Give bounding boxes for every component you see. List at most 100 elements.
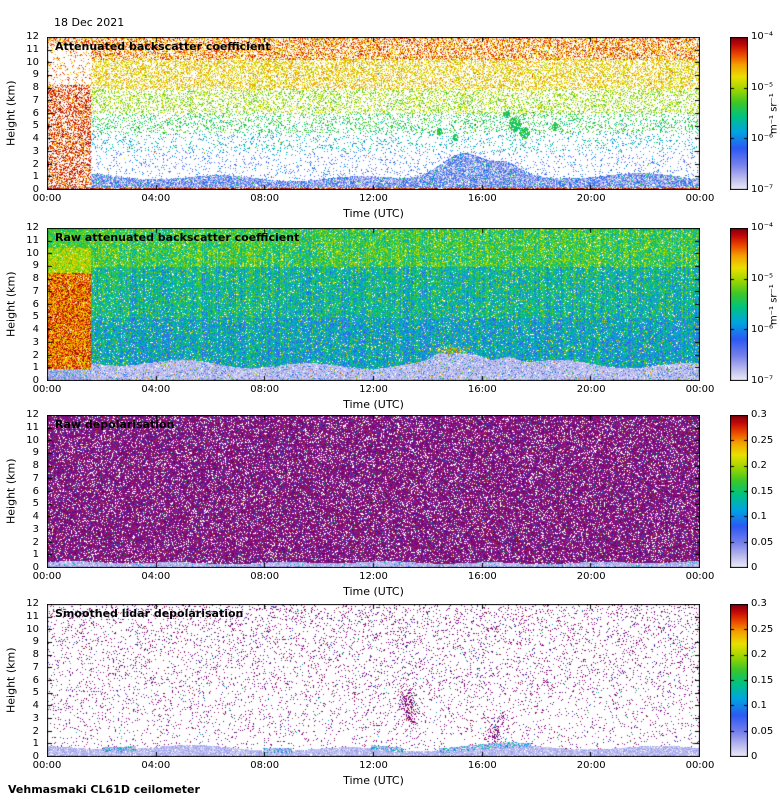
colorbar-tick-label: 0.2 bbox=[751, 460, 767, 471]
colorbar-tick-label: 0.1 bbox=[751, 511, 767, 522]
y-tick-label: 2 bbox=[32, 349, 39, 361]
y-tick-label: 2 bbox=[32, 725, 39, 737]
x-axis-label: Time (UTC) bbox=[343, 398, 404, 411]
colorbar-tick-label: 0 bbox=[751, 751, 758, 762]
x-tick-label: 12:00 bbox=[359, 384, 388, 395]
y-tick-label: 2 bbox=[32, 536, 39, 548]
y-tick-labels: 0 1 2 3 4 5 6 7 8 9 10 11 12 bbox=[17, 31, 43, 195]
y-tick-label: 5 bbox=[32, 687, 39, 699]
y-tick-label: 3 bbox=[32, 712, 39, 724]
colorbar-unit-label: m⁻¹ sr⁻¹ bbox=[768, 284, 780, 325]
y-tick-label: 4 bbox=[32, 700, 39, 711]
x-tick-label: 08:00 bbox=[250, 760, 280, 771]
y-tick-label: 4 bbox=[32, 511, 39, 522]
x-tick-label: 16:00 bbox=[467, 571, 497, 582]
colorbar-tick-label: 0.25 bbox=[751, 623, 774, 635]
y-tick-label: 4 bbox=[32, 324, 39, 335]
y-tick-label: 10 bbox=[26, 623, 39, 635]
colorbar-tick-label: 0.3 bbox=[751, 409, 767, 420]
y-tick-label: 12 bbox=[26, 409, 39, 420]
x-tick-label: 08:00 bbox=[250, 193, 280, 204]
y-tick-label: 10 bbox=[26, 434, 39, 446]
x-axis-label: Time (UTC) bbox=[343, 585, 404, 598]
y-tick-label: 8 bbox=[32, 649, 39, 660]
x-axis-label: Time (UTC) bbox=[343, 207, 404, 220]
y-tick-label: 12 bbox=[26, 598, 39, 609]
y-axis-label: Height (km) bbox=[4, 647, 18, 714]
x-tick-label: 04:00 bbox=[141, 571, 171, 582]
panel-title: Raw attenuated backscatter coefficient bbox=[55, 231, 300, 244]
x-tick-label: 08:00 bbox=[250, 571, 280, 582]
x-tick-label: 00:00 bbox=[32, 193, 62, 204]
attenuated-backscatter-heatmap bbox=[47, 37, 700, 190]
x-tick-label: 12:00 bbox=[359, 760, 388, 771]
y-tick-labels: 0 1 2 3 4 5 6 7 8 9 10 11 12 bbox=[17, 598, 43, 762]
raw-depolarisation-colorbar bbox=[730, 415, 748, 568]
x-tick-label: 12:00 bbox=[359, 571, 388, 582]
x-tick-label: 00:00 bbox=[685, 760, 715, 771]
y-tick-label: 3 bbox=[32, 145, 39, 157]
y-tick-labels: 0 1 2 3 4 5 6 7 8 9 10 11 12 bbox=[17, 409, 43, 573]
y-tick-label: 2 bbox=[32, 158, 39, 170]
y-tick-labels: 0 1 2 3 4 5 6 7 8 9 10 11 12 bbox=[17, 222, 43, 386]
y-tick-label: 11 bbox=[26, 610, 39, 622]
x-tick-label: 20:00 bbox=[576, 384, 606, 395]
x-tick-label: 16:00 bbox=[467, 193, 497, 204]
y-tick-label: 9 bbox=[32, 69, 39, 81]
y-tick-label: 6 bbox=[32, 485, 39, 497]
x-tick-label: 04:00 bbox=[141, 760, 171, 771]
y-tick-label: 3 bbox=[32, 336, 39, 348]
y-tick-label: 4 bbox=[32, 133, 39, 144]
x-tick-label: 20:00 bbox=[576, 760, 606, 771]
colorbar-tick-label: 10⁻⁵ bbox=[751, 273, 774, 284]
attenuated-backscatter-colorbar bbox=[730, 37, 748, 190]
y-tick-label: 8 bbox=[32, 82, 39, 93]
colorbar-tick-label: 0.25 bbox=[751, 434, 774, 446]
x-axis-label: Time (UTC) bbox=[343, 774, 404, 787]
raw-backscatter-heatmap bbox=[47, 228, 700, 381]
x-tick-label: 20:00 bbox=[576, 193, 606, 204]
y-tick-label: 5 bbox=[32, 311, 39, 323]
y-tick-label: 11 bbox=[26, 234, 39, 246]
colorbar-tick-label: 10⁻⁷ bbox=[751, 184, 774, 195]
colorbar-tick-label: 10⁻⁵ bbox=[751, 82, 774, 93]
colorbar-tick-label: 0 bbox=[751, 562, 758, 573]
y-tick-label: 0 bbox=[32, 184, 39, 195]
y-tick-label: 1 bbox=[32, 738, 39, 750]
y-axis-label: Height (km) bbox=[4, 80, 18, 147]
colorbar-tick-label: 0.1 bbox=[751, 700, 767, 711]
raw-depolarisation-heatmap bbox=[47, 415, 700, 568]
y-tick-label: 7 bbox=[32, 285, 39, 297]
x-tick-label: 04:00 bbox=[141, 384, 171, 395]
colorbar-tick-label: 10⁻⁴ bbox=[751, 31, 774, 42]
colorbar-tick-label: 0.15 bbox=[751, 485, 774, 497]
y-tick-label: 0 bbox=[32, 751, 39, 762]
panel-attenuated-backscatter: Attenuated backscatter coefficient Heigh… bbox=[0, 31, 780, 237]
instrument-label: Vehmasmaki CL61D ceilometer bbox=[8, 783, 200, 796]
colorbar-tick-label: 0.2 bbox=[751, 649, 767, 660]
y-tick-label: 12 bbox=[26, 222, 39, 233]
date-label: 18 Dec 2021 bbox=[54, 16, 125, 29]
y-tick-label: 8 bbox=[32, 460, 39, 471]
x-tick-label: 20:00 bbox=[576, 571, 606, 582]
y-tick-label: 0 bbox=[32, 562, 39, 573]
x-tick-label: 04:00 bbox=[141, 193, 171, 204]
x-tick-label: 00:00 bbox=[32, 384, 62, 395]
y-tick-label: 8 bbox=[32, 273, 39, 284]
x-tick-label: 00:00 bbox=[32, 571, 62, 582]
x-tick-label: 08:00 bbox=[250, 384, 280, 395]
y-tick-label: 9 bbox=[32, 260, 39, 272]
x-tick-label: 12:00 bbox=[359, 193, 388, 204]
y-tick-label: 10 bbox=[26, 247, 39, 259]
y-tick-label: 6 bbox=[32, 674, 39, 686]
y-axis-label: Height (km) bbox=[4, 271, 18, 338]
y-tick-label: 5 bbox=[32, 120, 39, 132]
y-tick-label: 5 bbox=[32, 498, 39, 510]
panel-raw-attenuated-backscatter: Raw attenuated backscatter coefficient H… bbox=[0, 222, 780, 428]
y-tick-label: 3 bbox=[32, 523, 39, 535]
y-tick-label: 12 bbox=[26, 31, 39, 42]
colorbar-tick-label: 0.05 bbox=[751, 725, 774, 737]
colorbar-tick-label: 0.15 bbox=[751, 674, 774, 686]
